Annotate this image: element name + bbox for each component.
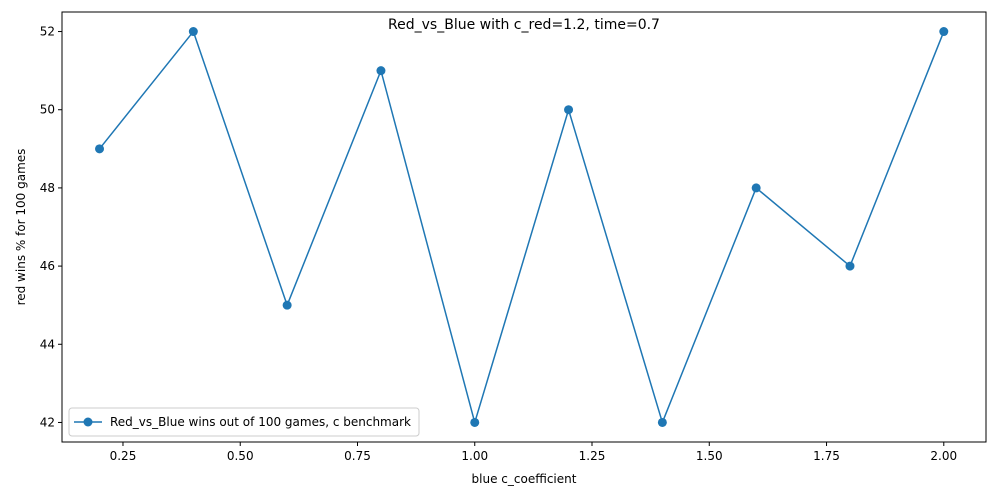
x-tick-label: 1.50	[696, 449, 723, 463]
series-layer	[95, 27, 949, 427]
x-tick-label: 0.50	[227, 449, 254, 463]
y-tick-label: 50	[40, 103, 55, 117]
data-point	[470, 417, 480, 427]
x-tick-label: 2.00	[930, 449, 957, 463]
data-point	[376, 66, 386, 76]
data-point	[939, 27, 949, 37]
y-axis-label: red wins % for 100 games	[14, 149, 28, 306]
y-axis-ticks: 42 44 46 48 50 52	[40, 25, 62, 429]
y-tick-label: 42	[40, 415, 55, 429]
x-tick-label: 1.00	[461, 449, 488, 463]
x-tick-label: 0.25	[110, 449, 137, 463]
data-point	[282, 300, 292, 310]
legend-marker-swatch	[83, 417, 93, 427]
x-tick-label: 1.75	[813, 449, 840, 463]
legend-label: Red_vs_Blue wins out of 100 games, c ben…	[110, 415, 411, 429]
legend: Red_vs_Blue wins out of 100 games, c ben…	[68, 407, 420, 437]
x-axis-ticks: 0.25 0.50 0.75 1.00 1.25 1.50 1.75 2.00	[110, 442, 957, 463]
legend-box	[68, 407, 420, 437]
y-tick-label: 48	[40, 181, 55, 195]
plot-frame	[61, 11, 987, 443]
y-tick-label: 52	[40, 25, 55, 39]
data-point	[188, 27, 198, 37]
data-point	[95, 144, 105, 154]
x-axis-label: blue c_coefficient	[472, 472, 577, 486]
y-tick-label: 46	[40, 259, 55, 273]
chart-title: Red_vs_Blue with c_red=1.2, time=0.7	[388, 17, 660, 33]
y-tick-label: 44	[40, 337, 55, 351]
data-point	[845, 261, 855, 271]
data-point	[564, 105, 574, 115]
data-point	[657, 417, 667, 427]
data-point	[751, 183, 761, 193]
series-line	[98, 30, 945, 424]
x-tick-label: 0.75	[344, 449, 371, 463]
x-tick-label: 1.25	[579, 449, 606, 463]
